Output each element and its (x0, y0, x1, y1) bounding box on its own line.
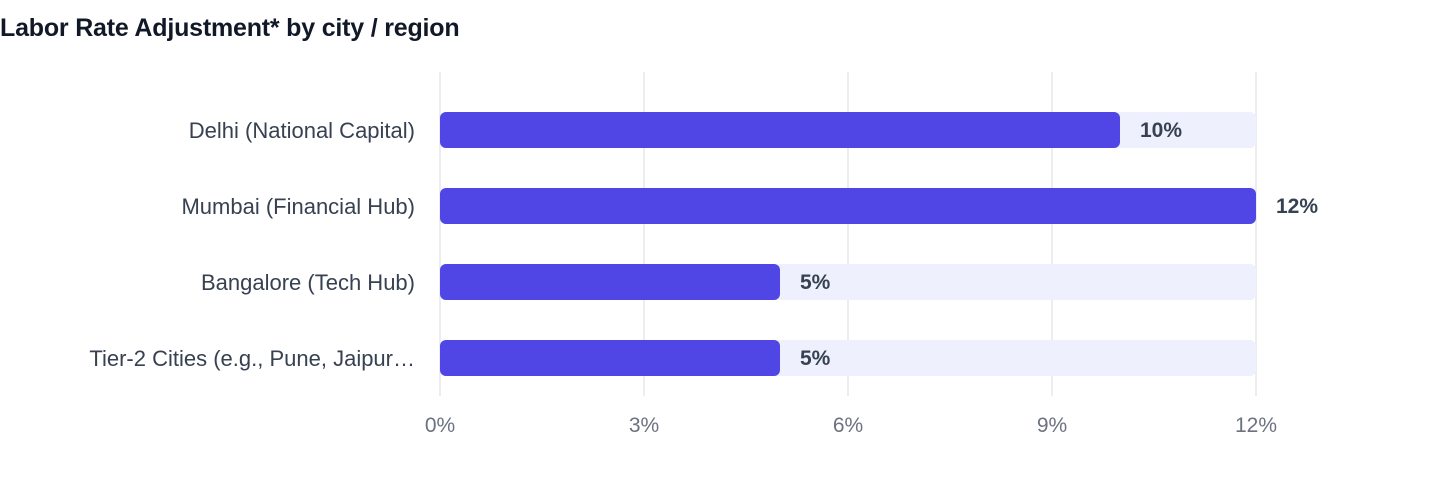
category-labels: Delhi (National Capital) Mumbai (Financia… (89, 118, 415, 371)
x-tick-label: 3% (629, 414, 659, 437)
bar-value-label: 5% (800, 347, 831, 370)
bars (440, 112, 1256, 376)
bar (440, 264, 780, 300)
category-label: Tier-2 Cities (e.g., Pune, Jaipur… (89, 346, 415, 371)
x-axis-tick-labels: 0% 3% 6% 9% 12% (425, 414, 1277, 437)
chart-title: Labor Rate Adjustment* by city / region (0, 14, 460, 42)
bar-value-label: 5% (800, 271, 831, 294)
category-label: Mumbai (Financial Hub) (181, 194, 415, 219)
x-tick-label: 6% (833, 414, 863, 437)
bar-value-label: 12% (1276, 195, 1318, 218)
bar (440, 112, 1120, 148)
bar (440, 188, 1256, 224)
x-tick-label: 9% (1037, 414, 1067, 437)
value-labels: 10% 12% 5% 5% (800, 119, 1318, 370)
category-label: Bangalore (Tech Hub) (201, 270, 415, 295)
category-label: Delhi (National Capital) (189, 118, 415, 143)
bar-value-label: 10% (1140, 119, 1182, 142)
x-tick-label: 12% (1235, 414, 1277, 437)
bar (440, 340, 780, 376)
x-tick-label: 0% (425, 414, 455, 437)
